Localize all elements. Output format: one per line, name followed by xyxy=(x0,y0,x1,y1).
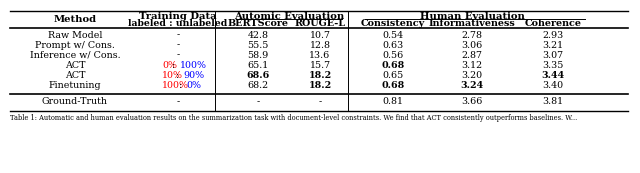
Text: Consistency: Consistency xyxy=(361,19,425,28)
Text: -: - xyxy=(318,98,322,107)
Text: 15.7: 15.7 xyxy=(309,61,331,70)
Text: 0.81: 0.81 xyxy=(383,98,403,107)
Text: 100%: 100% xyxy=(180,61,207,70)
Text: 0.56: 0.56 xyxy=(382,51,404,60)
Text: ROUGE-L: ROUGE-L xyxy=(294,19,346,28)
Text: 0.65: 0.65 xyxy=(382,71,404,80)
Text: 3.07: 3.07 xyxy=(543,51,564,60)
Text: ACT: ACT xyxy=(65,71,85,80)
Text: 3.24: 3.24 xyxy=(460,80,484,89)
Text: Method: Method xyxy=(53,15,97,24)
Text: 3.06: 3.06 xyxy=(461,40,483,49)
Text: labeled : unlabeled: labeled : unlabeled xyxy=(129,19,228,28)
Text: 68.2: 68.2 xyxy=(248,80,269,89)
Text: -: - xyxy=(177,30,180,39)
Text: 0.54: 0.54 xyxy=(383,30,404,39)
Text: -: - xyxy=(177,40,180,49)
Text: Finetuning: Finetuning xyxy=(49,80,101,89)
Text: 0.63: 0.63 xyxy=(382,40,404,49)
Text: 3.12: 3.12 xyxy=(461,61,483,70)
Text: 0.68: 0.68 xyxy=(381,80,404,89)
Text: Table 1: Automatic and human evaluation results on the summarization task with d: Table 1: Automatic and human evaluation … xyxy=(10,114,577,122)
Text: 3.20: 3.20 xyxy=(461,71,483,80)
Text: 2.93: 2.93 xyxy=(542,30,564,39)
Text: :: : xyxy=(176,80,186,89)
Text: 3.44: 3.44 xyxy=(541,71,564,80)
Text: -: - xyxy=(177,51,180,60)
Text: 0.68: 0.68 xyxy=(381,61,404,70)
Text: Training Data: Training Data xyxy=(139,12,217,21)
Text: 18.2: 18.2 xyxy=(308,80,332,89)
Text: :: : xyxy=(169,61,179,70)
Text: 58.9: 58.9 xyxy=(248,51,269,60)
Text: 2.87: 2.87 xyxy=(461,51,483,60)
Text: 3.35: 3.35 xyxy=(542,61,564,70)
Text: 3.40: 3.40 xyxy=(543,80,564,89)
Text: -: - xyxy=(177,98,180,107)
Text: 3.66: 3.66 xyxy=(461,98,483,107)
Text: Ground-Truth: Ground-Truth xyxy=(42,98,108,107)
Text: 12.8: 12.8 xyxy=(310,40,330,49)
Text: Human Evaluation: Human Evaluation xyxy=(420,12,525,21)
Text: 10.7: 10.7 xyxy=(310,30,330,39)
Text: Raw Model: Raw Model xyxy=(48,30,102,39)
Text: :: : xyxy=(173,71,182,80)
Text: Informativeness: Informativeness xyxy=(429,19,515,28)
Text: BERTScore: BERTScore xyxy=(227,19,289,28)
Text: 100%: 100% xyxy=(162,80,189,89)
Text: 13.6: 13.6 xyxy=(309,51,331,60)
Text: Prompt w/ Cons.: Prompt w/ Cons. xyxy=(35,40,115,49)
Text: 65.1: 65.1 xyxy=(248,61,269,70)
Text: Coherence: Coherence xyxy=(525,19,582,28)
Text: 10%: 10% xyxy=(162,71,183,80)
Text: 90%: 90% xyxy=(183,71,204,80)
Text: 68.6: 68.6 xyxy=(246,71,269,80)
Text: 42.8: 42.8 xyxy=(248,30,269,39)
Text: -: - xyxy=(257,98,260,107)
Text: Inference w/ Cons.: Inference w/ Cons. xyxy=(29,51,120,60)
Text: 0%: 0% xyxy=(162,61,177,70)
Text: 55.5: 55.5 xyxy=(247,40,269,49)
Text: ACT: ACT xyxy=(65,61,85,70)
Text: 3.81: 3.81 xyxy=(543,98,564,107)
Text: 3.21: 3.21 xyxy=(543,40,564,49)
Text: Automic Evaluation: Automic Evaluation xyxy=(234,12,344,21)
Text: 0%: 0% xyxy=(187,80,202,89)
Text: 18.2: 18.2 xyxy=(308,71,332,80)
Text: 2.78: 2.78 xyxy=(461,30,483,39)
